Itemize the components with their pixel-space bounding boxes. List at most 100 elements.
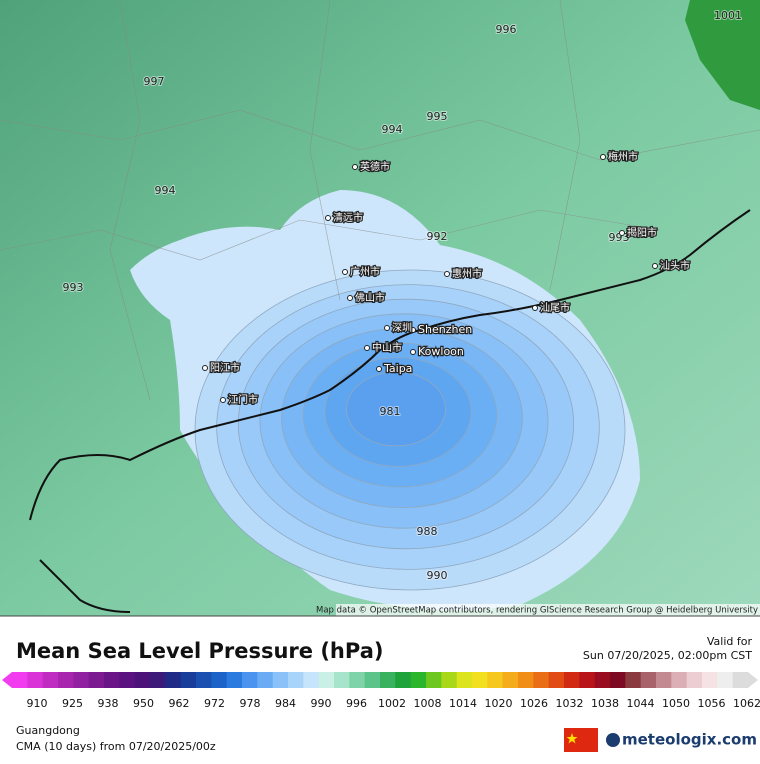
place-label: 佛山市 [355, 291, 385, 304]
colorbar-segment [671, 672, 688, 688]
legend-title: Mean Sea Level Pressure (hPa) [16, 639, 383, 663]
colorbar-segment [487, 672, 504, 688]
colorbar-segment [12, 672, 28, 688]
colorbar-segment [410, 672, 427, 688]
colorbar-segment [426, 672, 442, 688]
colorbar-segment [502, 672, 519, 688]
flag-star [566, 733, 578, 744]
brand-icon [606, 733, 620, 747]
colorbar-segment [686, 672, 703, 688]
place-marker [600, 154, 606, 160]
isobar-label: 1001 [714, 9, 742, 22]
place-label: Taipa [383, 362, 412, 375]
colorbar-segment [196, 672, 212, 688]
place-label: 英德市 [360, 160, 390, 173]
colorbar-segment [303, 672, 320, 688]
colorbar-tick-label: 1008 [414, 697, 442, 710]
coastline [29, 209, 751, 521]
colorbar-tick-label: 1026 [520, 697, 548, 710]
colorbar-tick-label: 1062 [733, 697, 760, 710]
colorbar-segment [717, 672, 734, 688]
isobar-label: 994 [155, 184, 176, 197]
place-label: 汕头市 [660, 259, 690, 272]
colorbar-tick-label: 1032 [556, 697, 584, 710]
colorbar-tick-label: 972 [204, 697, 225, 710]
colorbar-segment [88, 672, 105, 688]
isobar-ring [346, 371, 446, 447]
colorbar-segment [472, 672, 488, 688]
valid-time: Sun 07/20/2025, 02:00pm CST [583, 649, 752, 662]
colorbar-tick-label: 1020 [485, 697, 513, 710]
isobar-rings [194, 269, 626, 591]
colorbar-arrow [748, 672, 758, 688]
colorbar-tick-label: 950 [133, 697, 154, 710]
place-label: 中山市 [372, 341, 402, 354]
colorbar-segment [165, 672, 182, 688]
colorbar-segment [42, 672, 59, 688]
colorbar-tick-label: 996 [346, 697, 367, 710]
colorbar-segment [456, 672, 473, 688]
place-marker [202, 365, 208, 371]
isobar-label: 995 [427, 110, 448, 123]
place-label: 深圳 [392, 322, 412, 334]
place-marker [384, 325, 390, 331]
attribution-bg [336, 604, 760, 616]
place-marker [352, 164, 358, 170]
colorbar-segment [441, 672, 458, 688]
isobar-label: 992 [427, 230, 448, 243]
attribution: Map data © OpenStreetMap contributors, r… [316, 606, 758, 616]
place-label: 江门市 [228, 393, 258, 406]
place-marker [619, 230, 625, 236]
colorbar: 910 925 938 950 962 972 978 984 990 996 1002 1008 10… [2, 672, 760, 710]
isobar-label: 997 [144, 75, 165, 88]
colorbar-segment [257, 672, 274, 688]
place-marker [376, 366, 382, 372]
colorbar-segment [594, 672, 611, 688]
colorbar-segment [395, 672, 412, 688]
isobar-label: 981 [380, 405, 401, 418]
colorbar-segment [579, 672, 596, 688]
colorbar-tick-label: 978 [240, 697, 261, 710]
place-marker [347, 295, 353, 301]
place-label: 揭阳市 [627, 226, 657, 239]
colorbar-tick-label: 938 [98, 697, 119, 710]
place-marker [410, 327, 416, 333]
colorbar-segment [640, 672, 657, 688]
colorbar-tick-label: 1014 [449, 697, 477, 710]
colorbar-segment [364, 672, 381, 688]
boundaries [0, 0, 760, 401]
colorbar-segment [58, 672, 74, 688]
brand[interactable]: meteologix.com [622, 731, 757, 749]
isobar-label: 996 [496, 23, 517, 36]
place-marker [364, 345, 370, 351]
colorbar-segment [349, 672, 366, 688]
region: Guangdong [16, 724, 80, 737]
place-marker [444, 271, 450, 277]
colorbar-segment [564, 672, 580, 688]
colorbar-segment [180, 672, 197, 688]
colorbar-arrow [2, 672, 12, 688]
colorbar-segment [533, 672, 550, 688]
isobar-label: 993 [63, 281, 84, 294]
colorbar-segment [518, 672, 534, 688]
colorbar-tick-label: 1038 [591, 697, 619, 710]
colorbar-segment [380, 672, 396, 688]
colorbar-tick-label: 1056 [698, 697, 726, 710]
place-label: Kowloon [418, 345, 464, 358]
colorbar-segment [656, 672, 672, 688]
colorbar-segment [625, 672, 642, 688]
colorbar-tick-label: 984 [275, 697, 296, 710]
colorbar-segment [610, 672, 626, 688]
place-marker [342, 269, 348, 275]
colorbar-segment [150, 672, 166, 688]
place-label: 阳江市 [210, 361, 240, 374]
place-marker [325, 215, 331, 221]
colorbar-tick-label: 1002 [378, 697, 406, 710]
place-label: 广州市 [350, 265, 380, 278]
colorbar-segment [226, 672, 243, 688]
colorbar-segment [104, 672, 120, 688]
colorbar-segment [242, 672, 258, 688]
isobar-label: 988 [417, 525, 438, 538]
colorbar-tick-label: 962 [169, 697, 190, 710]
colorbar-segment [73, 672, 90, 688]
